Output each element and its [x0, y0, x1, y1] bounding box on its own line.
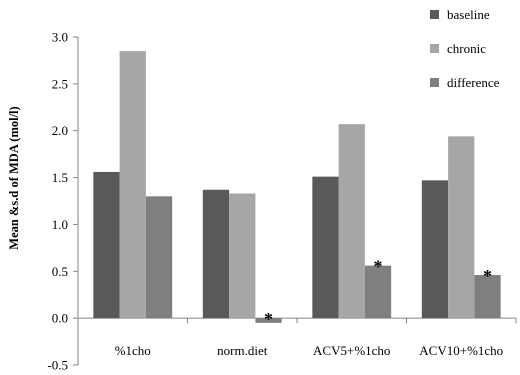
x-axis	[77, 317, 517, 324]
legend-swatch-difference	[430, 78, 439, 87]
category-labels: %1cho norm.diet ACV5+%1cho ACV10+%1cho	[115, 343, 504, 358]
y-tick-label: -0.5	[47, 358, 68, 373]
y-tick-label: 0.5	[52, 264, 68, 279]
y-tick-label: 2.0	[52, 123, 68, 138]
bar-difference	[474, 275, 501, 319]
legend-swatch-baseline	[430, 10, 439, 19]
bar-baseline	[93, 171, 120, 319]
bar-difference	[364, 265, 392, 319]
bar-difference	[255, 318, 282, 323]
y-tick-label: 1.5	[52, 170, 68, 185]
y-tick-label: 1.0	[52, 217, 68, 232]
legend-label-chronic: chronic	[447, 41, 486, 56]
bar-baseline	[202, 189, 230, 319]
legend-label-baseline: baseline	[447, 7, 490, 22]
bar-chronic	[119, 51, 146, 319]
bar-chronic	[338, 124, 365, 319]
legend-label-difference: difference	[447, 75, 500, 90]
bar-difference	[145, 196, 173, 319]
bars	[93, 51, 501, 323]
bar-chronic	[229, 193, 256, 319]
significance-marker: *	[374, 257, 383, 277]
legend: baseline chronic difference	[430, 7, 500, 90]
bar-baseline	[312, 176, 339, 319]
category-label: norm.diet	[217, 343, 268, 358]
y-tick-label: 3.0	[52, 30, 68, 45]
legend-swatch-chronic	[430, 44, 439, 53]
category-label: ACV10+%1cho	[419, 343, 503, 358]
y-tick-label: 0.0	[52, 311, 68, 326]
bar-baseline	[421, 180, 449, 319]
y-tick-label: 2.5	[52, 76, 68, 91]
significance-marker: *	[483, 266, 492, 286]
category-label: %1cho	[115, 343, 151, 358]
annotations: * * *	[264, 257, 492, 329]
significance-marker: *	[264, 309, 273, 329]
y-axis: 3.0 2.5 2.0 1.5 1.0 0.5 0.0 -0.5	[47, 30, 79, 373]
bar-chronic	[448, 136, 475, 319]
y-axis-label: Mean &s.d of MDA (mol/l)	[7, 106, 21, 249]
category-label: ACV5+%1cho	[313, 343, 390, 358]
